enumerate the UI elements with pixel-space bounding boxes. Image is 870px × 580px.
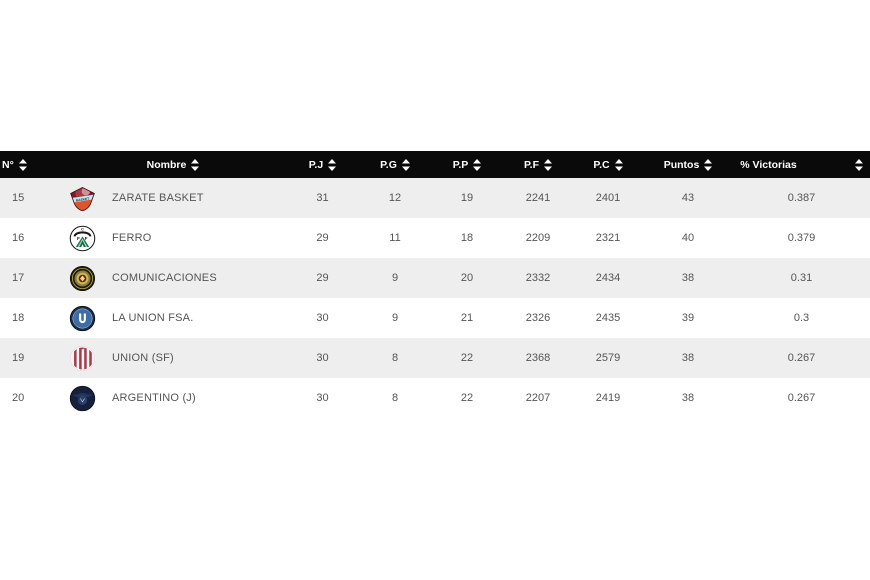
svg-text:C: C [81, 227, 84, 231]
svg-text:F: F [77, 235, 80, 240]
svg-text:F: F [85, 235, 88, 240]
